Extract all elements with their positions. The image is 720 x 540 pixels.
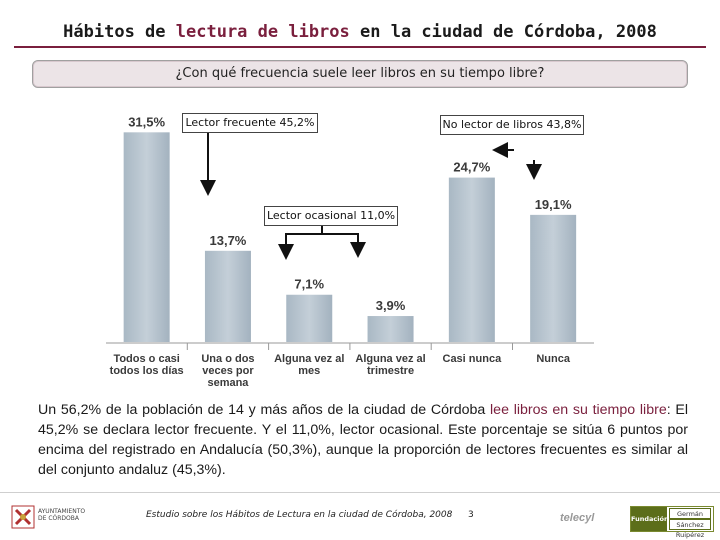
category-label: semana xyxy=(207,377,249,389)
bar-4 xyxy=(448,177,495,342)
category-label: Una o dos xyxy=(201,353,254,365)
category-label: veces por xyxy=(202,365,254,377)
page-number: 3 xyxy=(468,510,474,520)
footer-divider xyxy=(0,492,720,493)
footer-study-title: Estudio sobre los Hábitos de Lectura en … xyxy=(146,510,453,520)
bar-chart: 31,5% 13,7% 7,1% 3,9% 24,7% 19,1% Todos o cas… xyxy=(106,114,594,389)
city-council-name: AYUNTAMIENTO DE CÓRDOBA xyxy=(38,508,86,522)
bar-value-label: 7,1% xyxy=(294,277,324,292)
bar-3 xyxy=(367,316,414,342)
callout-frequent-reader: Lector frecuente 45,2% xyxy=(182,113,318,133)
bar-0 xyxy=(123,132,170,342)
bar-value-label: 31,5% xyxy=(128,114,165,129)
bar-value-label: 3,9% xyxy=(376,298,406,313)
telecyl-logo: telecyl xyxy=(560,512,595,524)
bar-5 xyxy=(530,214,577,342)
bar-value-label: 24,7% xyxy=(453,160,490,175)
bar-value-label: 13,7% xyxy=(210,233,247,248)
category-label: Nunca xyxy=(536,353,571,365)
foundation-logo: Fundación Germán Sánchez Ruipérez xyxy=(630,506,714,539)
foundation-name-2: Sánchez Ruipérez xyxy=(669,519,711,539)
foundation-label: Fundación xyxy=(631,507,669,531)
callout-occasional-reader: Lector ocasional 11,0% xyxy=(264,206,398,226)
category-label: mes xyxy=(298,365,320,377)
summary-paragraph: Un 56,2% de la población de 14 y más año… xyxy=(38,402,688,478)
category-label: todos los días xyxy=(110,365,184,377)
category-label: Casi nunca xyxy=(443,353,503,365)
bar-1 xyxy=(204,250,251,342)
page-title: Hábitos de lectura de libros en la ciuda… xyxy=(63,22,657,42)
survey-question: ¿Con qué frecuencia suele leer libros en… xyxy=(32,60,688,88)
occasional-bracket xyxy=(285,233,366,258)
city-council-logo xyxy=(11,505,35,529)
bar-value-label: 19,1% xyxy=(535,197,572,212)
category-label: Todos o casi xyxy=(113,353,179,365)
foundation-name-1: Germán xyxy=(669,508,711,519)
category-label: Alguna vez al xyxy=(355,353,425,365)
callout-non-reader: No lector de libros 43,8% xyxy=(440,115,584,135)
category-label: trimestre xyxy=(367,365,414,377)
title-divider xyxy=(14,46,706,48)
category-label: Alguna vez al xyxy=(274,353,344,365)
bar-2 xyxy=(286,294,333,342)
